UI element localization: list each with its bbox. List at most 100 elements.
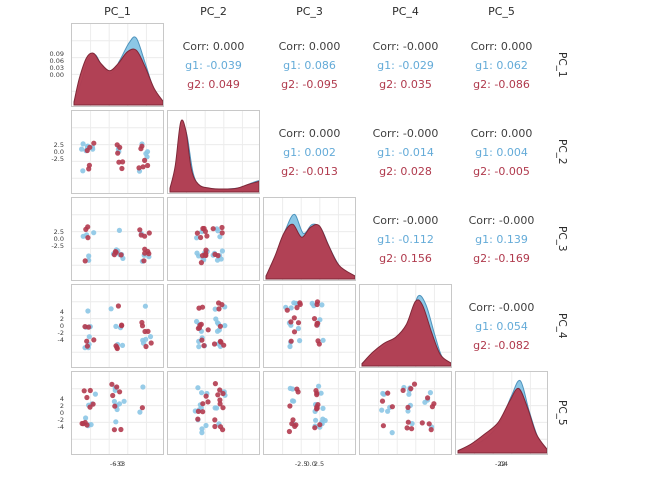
data-point-g2 bbox=[109, 381, 115, 387]
corr-value: Corr: -0.000 bbox=[372, 39, 439, 53]
x-tick-label: 4 bbox=[503, 460, 508, 468]
row-title-PC_2: PC_2 bbox=[556, 139, 568, 165]
data-point-g1 bbox=[214, 405, 220, 411]
row-title-PC_3: PC_3 bbox=[556, 226, 568, 252]
panel-scatter-PC_5-vs-PC_1 bbox=[71, 371, 164, 455]
g2-corr-value: g2: 0.156 bbox=[379, 251, 432, 265]
data-point-g1 bbox=[194, 235, 200, 241]
g1-corr-value: g1: 0.054 bbox=[475, 319, 528, 333]
data-point-g1 bbox=[121, 398, 127, 404]
y-tick-label: -4 bbox=[57, 335, 64, 344]
panel-scatter-PC_4-vs-PC_2 bbox=[167, 284, 260, 368]
g2-points bbox=[284, 299, 322, 347]
data-point-g2 bbox=[113, 343, 119, 349]
data-point-g2 bbox=[286, 428, 292, 435]
g1-corr-value: g1: 0.086 bbox=[283, 58, 336, 72]
x-tick-label: -2 bbox=[495, 460, 502, 468]
y-tick-label: 0.00 bbox=[49, 71, 64, 79]
data-point-g2 bbox=[116, 159, 122, 165]
data-point-g2 bbox=[217, 338, 223, 344]
data-point-g2 bbox=[84, 394, 90, 401]
data-point-g2 bbox=[148, 340, 154, 346]
data-point-g2 bbox=[405, 404, 411, 410]
data-point-g2 bbox=[202, 252, 208, 258]
data-point-g2 bbox=[379, 398, 386, 404]
data-point-g2 bbox=[389, 404, 395, 410]
data-point-g2 bbox=[409, 426, 415, 432]
data-point-g2 bbox=[119, 165, 125, 172]
x-axis-ticks-col-1: -6 -3 0 3 bbox=[71, 458, 164, 478]
data-point-g2 bbox=[115, 150, 121, 156]
data-point-g2 bbox=[216, 306, 222, 312]
data-point-g1 bbox=[295, 325, 301, 332]
data-point-g2 bbox=[111, 252, 117, 258]
y-tick-label: -2.5 bbox=[51, 154, 64, 163]
column-title-PC_3: PC_3 bbox=[296, 5, 323, 18]
scatter-plot bbox=[264, 285, 355, 367]
data-point-g2 bbox=[419, 420, 425, 426]
data-point-g2 bbox=[79, 420, 85, 427]
data-point-g1 bbox=[320, 405, 326, 411]
y-tick-label: 0.0 bbox=[53, 234, 64, 243]
data-point-g2 bbox=[117, 389, 123, 395]
x-tick-label: -6 bbox=[109, 460, 117, 468]
data-point-g2 bbox=[85, 224, 91, 230]
data-point-g1 bbox=[287, 343, 293, 350]
g1-corr-value: g1: -0.039 bbox=[185, 58, 242, 72]
density-plot-PC_3 bbox=[264, 198, 355, 280]
density-curve-g2 bbox=[265, 223, 355, 280]
g1-corr-value: g1: -0.112 bbox=[377, 232, 434, 246]
x-tick-label: 0 bbox=[118, 460, 123, 468]
data-point-g2 bbox=[315, 338, 321, 344]
data-point-g1 bbox=[80, 141, 86, 147]
x-tick-label: 0 bbox=[499, 460, 504, 468]
density-curve-g2 bbox=[73, 48, 163, 106]
panel-corr-PC_1-vs-PC_2: Corr: 0.000 g1: -0.039 g2: 0.049 bbox=[167, 23, 260, 107]
data-point-g2 bbox=[142, 233, 148, 239]
data-point-g2 bbox=[82, 324, 88, 330]
y-axis-ticks-row-3: 2.5 0.0 -2.5 bbox=[18, 197, 68, 281]
data-point-g2 bbox=[215, 253, 221, 259]
data-point-g2 bbox=[199, 337, 205, 343]
data-point-g2 bbox=[217, 401, 223, 407]
data-point-g2 bbox=[288, 319, 294, 325]
data-point-g1 bbox=[320, 337, 326, 343]
data-point-g2 bbox=[315, 320, 321, 326]
y-axis-ticks-row-4: 4 2 0 -2 -4 bbox=[18, 284, 68, 368]
data-point-g2 bbox=[425, 395, 431, 401]
data-point-g1 bbox=[405, 408, 411, 414]
data-point-g2 bbox=[212, 423, 218, 430]
panel-density-PC_2 bbox=[167, 110, 260, 194]
data-point-g1 bbox=[318, 390, 324, 396]
data-point-g2 bbox=[111, 427, 117, 433]
data-point-g2 bbox=[87, 404, 93, 410]
x-axis-ticks-col-4 bbox=[359, 458, 452, 478]
data-point-g2 bbox=[139, 405, 145, 411]
data-point-g2 bbox=[380, 423, 386, 429]
data-point-g2 bbox=[294, 305, 300, 311]
bottom-left-spacer bbox=[18, 458, 68, 478]
y-tick-label: -2 bbox=[57, 328, 64, 337]
data-point-g2 bbox=[411, 381, 418, 387]
data-point-g2 bbox=[317, 422, 323, 428]
density-plot-PC_1 bbox=[72, 24, 163, 106]
data-point-g1 bbox=[86, 253, 92, 259]
g2-corr-value: g2: -0.095 bbox=[281, 77, 338, 91]
data-point-g1 bbox=[137, 409, 143, 415]
g1-corr-value: g1: -0.029 bbox=[377, 58, 434, 72]
data-point-g1 bbox=[199, 430, 205, 436]
density-curve-g2 bbox=[169, 119, 259, 193]
data-point-g2 bbox=[141, 258, 147, 264]
data-point-g2 bbox=[86, 166, 92, 172]
data-point-g1 bbox=[203, 422, 209, 429]
data-point-g1 bbox=[116, 401, 123, 407]
data-point-g1 bbox=[385, 408, 391, 414]
data-point-g1 bbox=[199, 390, 205, 396]
data-point-g2 bbox=[119, 323, 125, 329]
y-tick-label: 2 bbox=[59, 314, 64, 323]
density-plot-PC_5 bbox=[456, 372, 547, 454]
row-title-PC_1: PC_1 bbox=[556, 52, 568, 78]
data-point-g2 bbox=[137, 227, 143, 233]
panel-corr-PC_2-vs-PC_4: Corr: -0.000 g1: -0.014 g2: 0.028 bbox=[359, 110, 452, 194]
corr-value: Corr: 0.000 bbox=[182, 39, 245, 53]
